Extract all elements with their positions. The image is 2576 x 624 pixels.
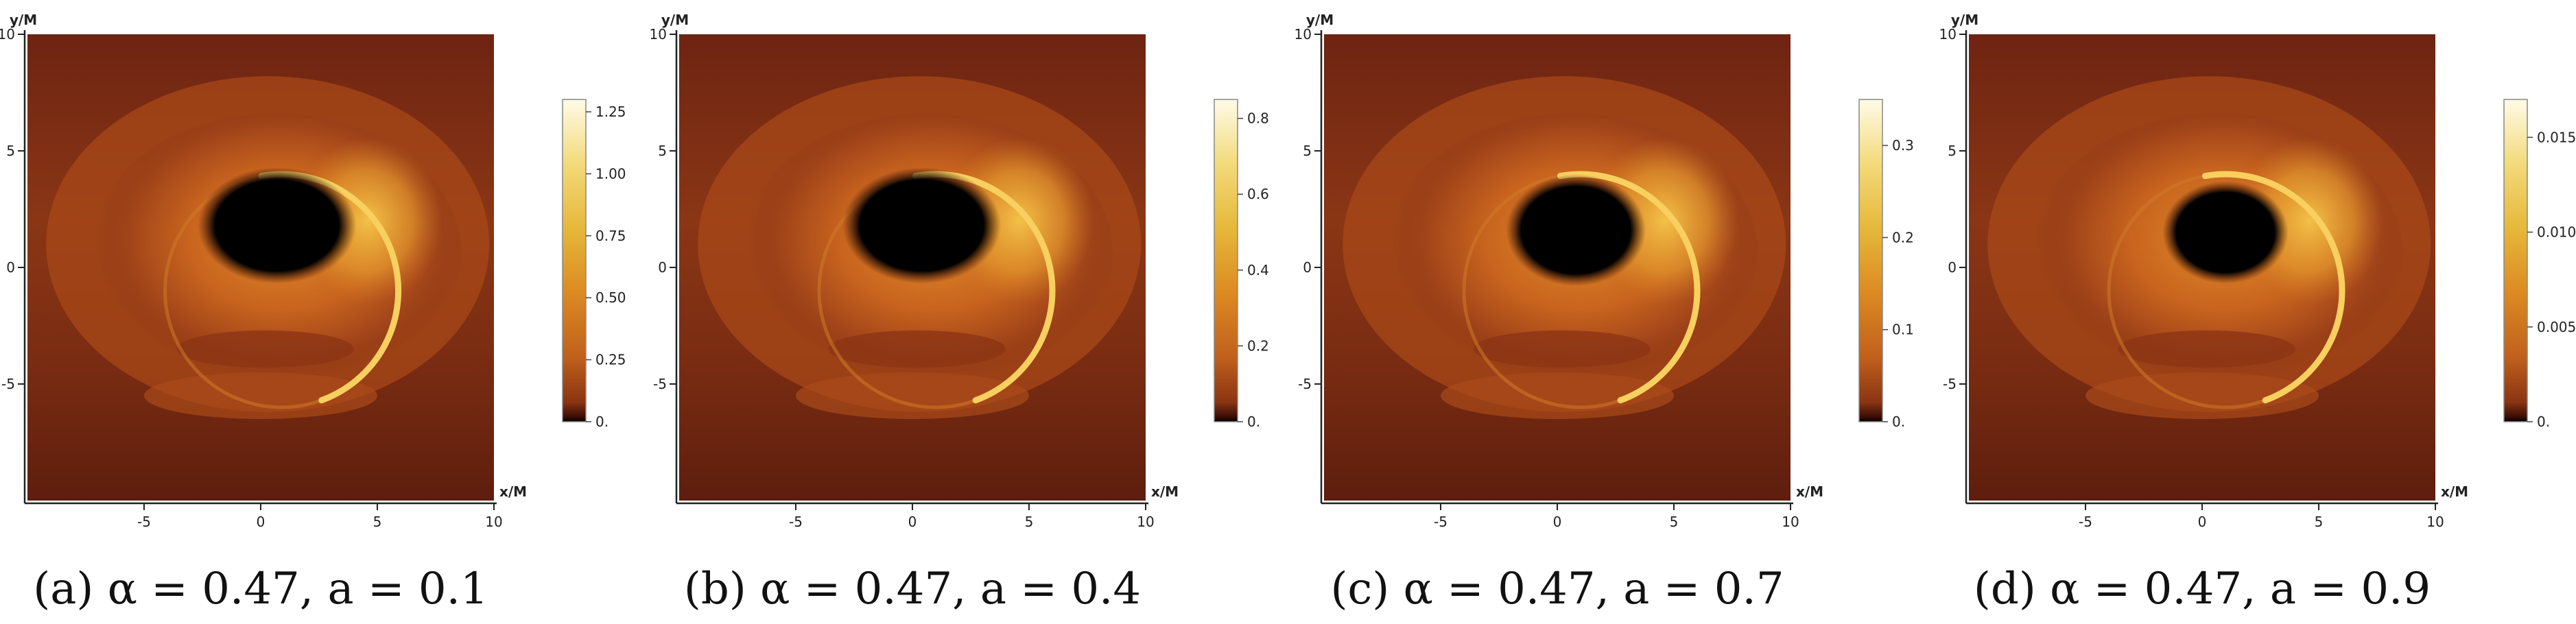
y-axis-label: y/M [661, 12, 689, 28]
disk-band [828, 330, 1006, 368]
colorbar-tick-label: 0.6 [1247, 186, 1269, 202]
colorbar-tick-label: 0.010 [2537, 224, 2576, 241]
x-tick-label: 10 [1782, 514, 1799, 530]
y-tick-label: 0 [1303, 259, 1312, 276]
y-tick-label: 0 [1948, 259, 1957, 276]
colorbar-tick-label: 0.005 [2537, 319, 2576, 335]
colorbar-tick-label: 0. [2537, 413, 2550, 430]
y-tick-label: 5 [658, 143, 667, 159]
colorbar-tick-label: 0.8 [1247, 110, 1269, 127]
heatmap-image [27, 34, 494, 501]
panel-caption: (a) α = 0.47, a = 0.1 [33, 564, 488, 614]
x-tick-label: 5 [1670, 514, 1679, 530]
axes: -5 0 5 10 10 5 0 -5 y/M x/M [1939, 12, 2469, 530]
heatmap-image [679, 34, 1146, 501]
colorbar-tick-label: 0. [1247, 413, 1260, 430]
disk-band [176, 330, 354, 368]
panel-caption: (b) α = 0.47, a = 0.4 [684, 564, 1141, 614]
x-axis-label: x/M [499, 483, 527, 500]
colorbar-tick-label: 0.4 [1247, 262, 1269, 278]
y-tick-label: 5 [6, 143, 15, 159]
colorbar: 0. 0.25 0.50 0.75 1.00 1.25 [562, 99, 626, 430]
colorbar-tick-label: 0.75 [595, 228, 626, 244]
x-tick-label: -5 [2079, 514, 2092, 530]
y-tick-label: 5 [1303, 143, 1312, 159]
photon-ring-bright [2201, 171, 2345, 404]
x-tick-label: 0 [1553, 514, 1562, 530]
colorbar-tick-label: 0. [595, 413, 608, 430]
colorbar-tick-label: 0.25 [595, 352, 626, 368]
colorbar-scale [1858, 99, 1883, 422]
colorbar-tick-label: 0.015 [2537, 129, 2576, 145]
disk-band [144, 372, 377, 419]
colorbar: 0. 0.2 0.4 0.6 0.8 [1214, 99, 1269, 430]
y-tick-label: 0 [6, 259, 15, 276]
colorbar-tick-label: 0.2 [1892, 229, 1914, 245]
panel-c: -5 0 5 10 10 5 0 -5 y/M x/M 0. 0.1 0.2 0.3 (c) α = 0.4… [1295, 12, 1914, 614]
x-tick-label: 10 [2426, 514, 2444, 530]
y-tick-label: -5 [1298, 376, 1312, 392]
y-tick-label: 0 [658, 259, 667, 276]
disk-band [2118, 330, 2295, 368]
y-tick-label: 10 [650, 26, 667, 43]
black-hole-shadow [842, 167, 1002, 284]
heatmap-image [1324, 34, 1791, 501]
panel-d: -5 0 5 10 10 5 0 -5 y/M x/M 0. 0.005 0.010 0.015 (d) α… [1939, 12, 2576, 614]
black-hole-shadow [2162, 181, 2289, 284]
colorbar-tick-label: 0.50 [595, 289, 626, 306]
x-tick-label: -5 [1434, 514, 1447, 530]
panel-a: -5 0 5 10 10 5 0 -5 y/M x/M 0. 0.25 0.50 0.75 1.00 1.25… [0, 12, 626, 614]
axes: -5 0 5 10 10 5 0 -5 y/M x/M [0, 12, 527, 530]
x-tick-label: 10 [485, 514, 502, 530]
x-tick-label: 5 [373, 514, 382, 530]
colorbar-tick-label: 0. [1892, 413, 1905, 430]
y-tick-label: 10 [0, 26, 15, 43]
disk-band [1441, 372, 1674, 419]
colorbar: 0. 0.005 0.010 0.015 [2503, 99, 2576, 430]
x-tick-label: -5 [789, 514, 803, 530]
y-axis-label: y/M [10, 12, 37, 28]
disk-band [796, 372, 1029, 419]
x-axis-label: x/M [1796, 483, 1823, 500]
y-tick-label: -5 [1, 376, 15, 392]
x-tick-label: 0 [908, 514, 917, 530]
colorbar: 0. 0.1 0.2 0.3 [1858, 99, 1914, 430]
colorbar-tick-label: 0.1 [1892, 322, 1914, 338]
colorbar-tick-label: 0.2 [1247, 337, 1269, 354]
x-tick-label: 0 [2198, 514, 2207, 530]
x-tick-label: -5 [137, 514, 151, 530]
panel-caption: (c) α = 0.47, a = 0.7 [1330, 564, 1784, 614]
y-tick-label: 10 [1295, 26, 1312, 43]
panel-b: -5 0 5 10 10 5 0 -5 y/M x/M 0. 0.2 0.4 0.6 0.8 (b) α = … [650, 12, 1269, 614]
black-hole-shadow [198, 167, 357, 284]
heatmap-image [1969, 34, 2435, 501]
y-tick-label: 5 [1948, 143, 1957, 159]
y-axis-label: y/M [1306, 12, 1334, 28]
y-tick-label: -5 [1943, 376, 1957, 392]
x-tick-label: 10 [1137, 514, 1154, 530]
colorbar-scale [1214, 99, 1238, 422]
black-hole-shadow [1506, 174, 1646, 287]
x-tick-label: 0 [257, 514, 265, 530]
colorbar-scale [562, 99, 587, 422]
x-tick-label: 5 [1025, 514, 1034, 530]
disk-band [2085, 372, 2319, 419]
colorbar-tick-label: 1.00 [595, 165, 626, 182]
y-axis-label: y/M [1951, 12, 1978, 28]
colorbar-tick-label: 0.3 [1892, 137, 1914, 154]
y-tick-label: 10 [1939, 26, 1957, 43]
colorbar-scale [2503, 99, 2528, 422]
y-tick-label: -5 [653, 376, 667, 392]
x-axis-label: x/M [2441, 483, 2468, 500]
axes: -5 0 5 10 10 5 0 -5 y/M x/M [650, 12, 1179, 530]
photon-ring-bright [1557, 171, 1701, 404]
axes: -5 0 5 10 10 5 0 -5 y/M x/M [1295, 12, 1824, 530]
disk-band [1473, 330, 1651, 368]
x-axis-label: x/M [1151, 483, 1179, 500]
x-tick-label: 5 [2315, 514, 2324, 530]
colorbar-tick-label: 1.25 [595, 104, 626, 120]
panel-caption: (d) α = 0.47, a = 0.9 [1974, 564, 2431, 614]
